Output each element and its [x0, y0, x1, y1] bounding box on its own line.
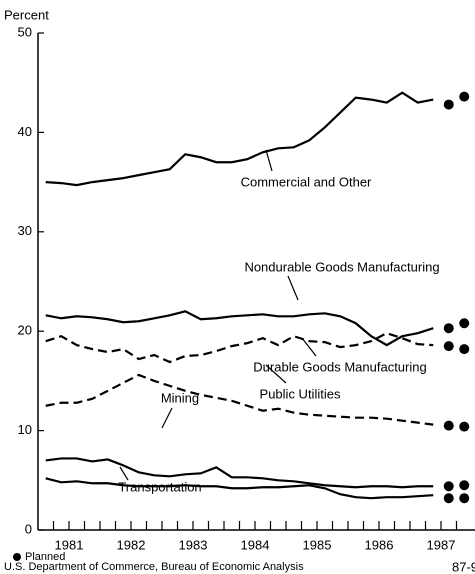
- planned-point: [459, 91, 470, 102]
- planned-point: [459, 318, 470, 329]
- series-line: [45, 310, 434, 347]
- code: 87-9-: [452, 559, 475, 574]
- y-axis-label: Percent: [4, 7, 49, 22]
- series-label: Transportation: [118, 479, 201, 494]
- x-tick-label: 1984: [241, 537, 270, 552]
- series-label: Commercial and Other: [241, 174, 372, 189]
- planned-point: [459, 344, 470, 355]
- planned-point: [443, 99, 454, 110]
- arrow: [119, 466, 129, 481]
- x-tick-label: 1987: [427, 537, 456, 552]
- y-tick-label: 20: [18, 323, 32, 338]
- series-label: Mining: [161, 390, 199, 405]
- source: U.S. Department of Commerce, Bureau of E…: [4, 561, 304, 573]
- y-tick-label: 10: [18, 422, 32, 437]
- x-tick-label: 1982: [117, 537, 146, 552]
- arrow: [287, 275, 299, 301]
- planned-point: [459, 421, 470, 432]
- y-tick-label: 0: [25, 521, 32, 536]
- x-tick-label: 1981: [55, 537, 84, 552]
- planned-point: [443, 341, 454, 352]
- arrow: [301, 337, 317, 357]
- series-line: [45, 332, 434, 364]
- series-line: [45, 477, 434, 500]
- series-label: Durable Goods Manufacturing: [253, 359, 426, 374]
- planned-point: [443, 420, 454, 431]
- series-line: [45, 373, 434, 426]
- series-line: [45, 457, 434, 489]
- planned-point: [443, 481, 454, 492]
- legend-marker: [13, 553, 21, 561]
- x-tick-label: 1983: [179, 537, 208, 552]
- x-tick-label: 1986: [365, 537, 394, 552]
- planned-point: [459, 493, 470, 504]
- series-label: Nondurable Goods Manufacturing: [244, 259, 439, 274]
- x-tick-label: 1985: [303, 537, 332, 552]
- y-tick-label: 40: [18, 124, 32, 139]
- series-label: Public Utilities: [260, 386, 341, 401]
- arrow: [265, 149, 273, 172]
- legend-label: Planned: [25, 551, 65, 563]
- y-tick-label: 30: [18, 223, 32, 238]
- arrow: [265, 364, 287, 384]
- y-tick-label: 50: [18, 24, 32, 39]
- series-line: [45, 91, 434, 187]
- planned-point: [443, 493, 454, 504]
- planned-point: [443, 323, 454, 334]
- arrow: [161, 407, 173, 429]
- annotation-arrows: [119, 149, 317, 481]
- planned-point: [459, 480, 470, 491]
